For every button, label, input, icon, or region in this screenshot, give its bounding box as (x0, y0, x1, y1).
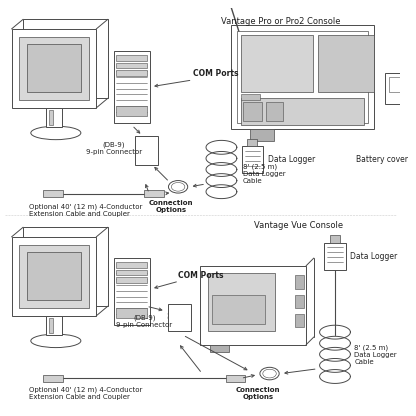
Bar (231, 25, 374, 129)
Bar (12, 237, 96, 316)
Text: 8' (2.5 m)
Data Logger
Cable: 8' (2.5 m) Data Logger Cable (243, 163, 285, 183)
Bar (116, 262, 147, 267)
Bar (23, 227, 108, 306)
Bar (324, 243, 346, 270)
Bar (135, 136, 158, 165)
Text: COM Ports: COM Ports (178, 271, 223, 280)
Ellipse shape (171, 183, 185, 191)
Ellipse shape (31, 334, 81, 348)
Text: Connection
Options: Connection Options (149, 200, 193, 213)
Bar (116, 277, 147, 283)
Bar (43, 190, 62, 198)
Bar (116, 55, 147, 61)
Ellipse shape (260, 367, 279, 380)
Bar (318, 35, 374, 92)
Bar (241, 94, 260, 100)
Bar (226, 374, 245, 382)
Circle shape (173, 312, 176, 315)
Circle shape (150, 145, 153, 148)
Bar (243, 102, 262, 121)
Bar (116, 106, 147, 116)
Bar (266, 102, 283, 121)
Circle shape (147, 153, 150, 156)
Text: Vantage Pro or Pro2 Console: Vantage Pro or Pro2 Console (221, 17, 341, 26)
Circle shape (187, 312, 190, 315)
Text: Optional 40' (12 m) 4-Conductor
Extension Cable and Coupler: Optional 40' (12 m) 4-Conductor Extensio… (29, 386, 142, 400)
Text: 8' (2.5 m)
Data Logger
Cable: 8' (2.5 m) Data Logger Cable (354, 344, 397, 364)
Bar (200, 266, 306, 345)
Bar (241, 35, 313, 92)
Bar (212, 295, 265, 324)
Circle shape (152, 153, 155, 156)
Bar (27, 45, 81, 92)
Bar (23, 19, 108, 98)
Circle shape (240, 34, 249, 43)
Bar (144, 190, 163, 198)
Bar (241, 98, 364, 125)
Circle shape (135, 148, 140, 153)
Text: (DB-9)
9-pin Connector: (DB-9) 9-pin Connector (86, 141, 142, 155)
Bar (46, 316, 62, 335)
Circle shape (185, 320, 188, 323)
Bar (27, 252, 81, 300)
Bar (295, 314, 304, 327)
Bar (19, 37, 89, 100)
Ellipse shape (263, 369, 276, 378)
Text: (DB-9)
9-pin Connector: (DB-9) 9-pin Connector (116, 315, 173, 328)
Text: Connection
Options: Connection Options (236, 387, 280, 400)
Circle shape (185, 315, 190, 320)
Text: Data Logger: Data Logger (350, 252, 398, 261)
Circle shape (129, 317, 135, 322)
Text: Optional 40' (12 m) 4-Conductor
Extension Cable and Coupler: Optional 40' (12 m) 4-Conductor Extensio… (29, 203, 142, 217)
Bar (389, 77, 416, 92)
Bar (19, 245, 89, 308)
Circle shape (183, 312, 185, 315)
Circle shape (355, 34, 365, 43)
Text: Data Logger: Data Logger (267, 155, 315, 164)
Ellipse shape (168, 181, 188, 193)
Circle shape (175, 320, 178, 323)
Text: Vantage Vue Console: Vantage Vue Console (254, 221, 343, 230)
Bar (116, 270, 147, 275)
Bar (49, 318, 53, 333)
Circle shape (140, 145, 143, 148)
Bar (295, 275, 304, 289)
Circle shape (180, 320, 183, 323)
Circle shape (168, 315, 173, 320)
Bar (116, 308, 147, 318)
Bar (210, 345, 229, 352)
Circle shape (135, 145, 138, 148)
Bar (250, 129, 275, 141)
Circle shape (168, 312, 171, 315)
Bar (330, 235, 340, 243)
Bar (116, 70, 147, 76)
Circle shape (171, 320, 173, 323)
Circle shape (142, 153, 145, 156)
Bar (12, 29, 96, 108)
Bar (114, 258, 150, 325)
Bar (208, 273, 275, 331)
Circle shape (129, 115, 135, 120)
Bar (168, 304, 191, 331)
Ellipse shape (31, 126, 81, 140)
Bar (43, 374, 62, 382)
Circle shape (138, 153, 141, 156)
Bar (237, 31, 368, 123)
Bar (295, 295, 304, 308)
Text: COM Ports: COM Ports (193, 69, 238, 78)
Bar (242, 146, 263, 173)
Bar (248, 139, 257, 146)
Circle shape (154, 145, 157, 148)
Bar (49, 110, 53, 125)
Circle shape (178, 312, 181, 315)
Text: Battery cover: Battery cover (356, 155, 408, 164)
Circle shape (153, 148, 157, 153)
Bar (116, 63, 147, 68)
Circle shape (145, 145, 148, 148)
Bar (114, 51, 150, 123)
Bar (46, 108, 62, 127)
Bar (385, 73, 416, 104)
